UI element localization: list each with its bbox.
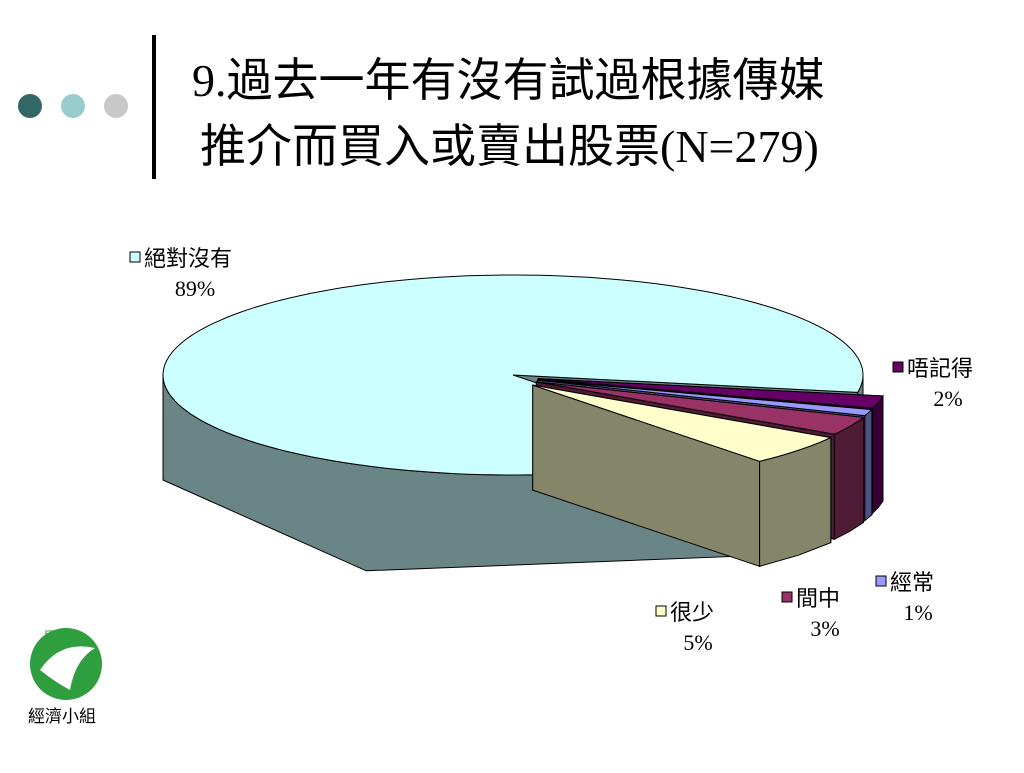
dot [61, 94, 85, 118]
value-label: 3% [810, 616, 839, 641]
slice [536, 381, 865, 435]
legend-swatch [875, 575, 887, 587]
slice-side [864, 408, 873, 522]
category-label: 絕對沒有 [144, 246, 232, 271]
logo-caption: 經濟小組 [28, 707, 96, 726]
logo-name: 民主黨 [44, 629, 80, 643]
legend-swatch [655, 605, 667, 617]
value-label: 89% [175, 276, 215, 301]
category-label: 很少 [670, 600, 714, 625]
value-label: 1% [903, 600, 932, 625]
logo: 民主黨 經濟小組 [28, 628, 102, 726]
dot [18, 94, 42, 118]
value-label: 5% [683, 630, 712, 655]
legend-swatch [892, 361, 904, 373]
slice [537, 379, 874, 417]
logo-dove [40, 646, 95, 690]
value-label: 2% [933, 386, 962, 411]
title-line: 推介而買入或賣出股票(N=279) [200, 121, 819, 172]
title-line: 9.過去一年有沒有試過根據傳媒 [192, 55, 825, 106]
divider [152, 35, 156, 179]
slice [538, 378, 884, 409]
legend-swatch [781, 591, 793, 603]
legend-swatch [129, 251, 141, 263]
category-label: 間中 [796, 586, 840, 611]
slice-side [872, 394, 884, 515]
slice [532, 384, 833, 462]
slice-side [833, 416, 864, 541]
labels: 絕對沒有 89% 很少 5% 間中 3% 經常 1% 唔記得 2% [129, 246, 973, 655]
dot [104, 94, 128, 118]
category-label: 唔記得 [907, 356, 973, 381]
category-label: 經常 [890, 570, 934, 595]
slice [162, 274, 864, 476]
pie-chart [162, 274, 884, 572]
